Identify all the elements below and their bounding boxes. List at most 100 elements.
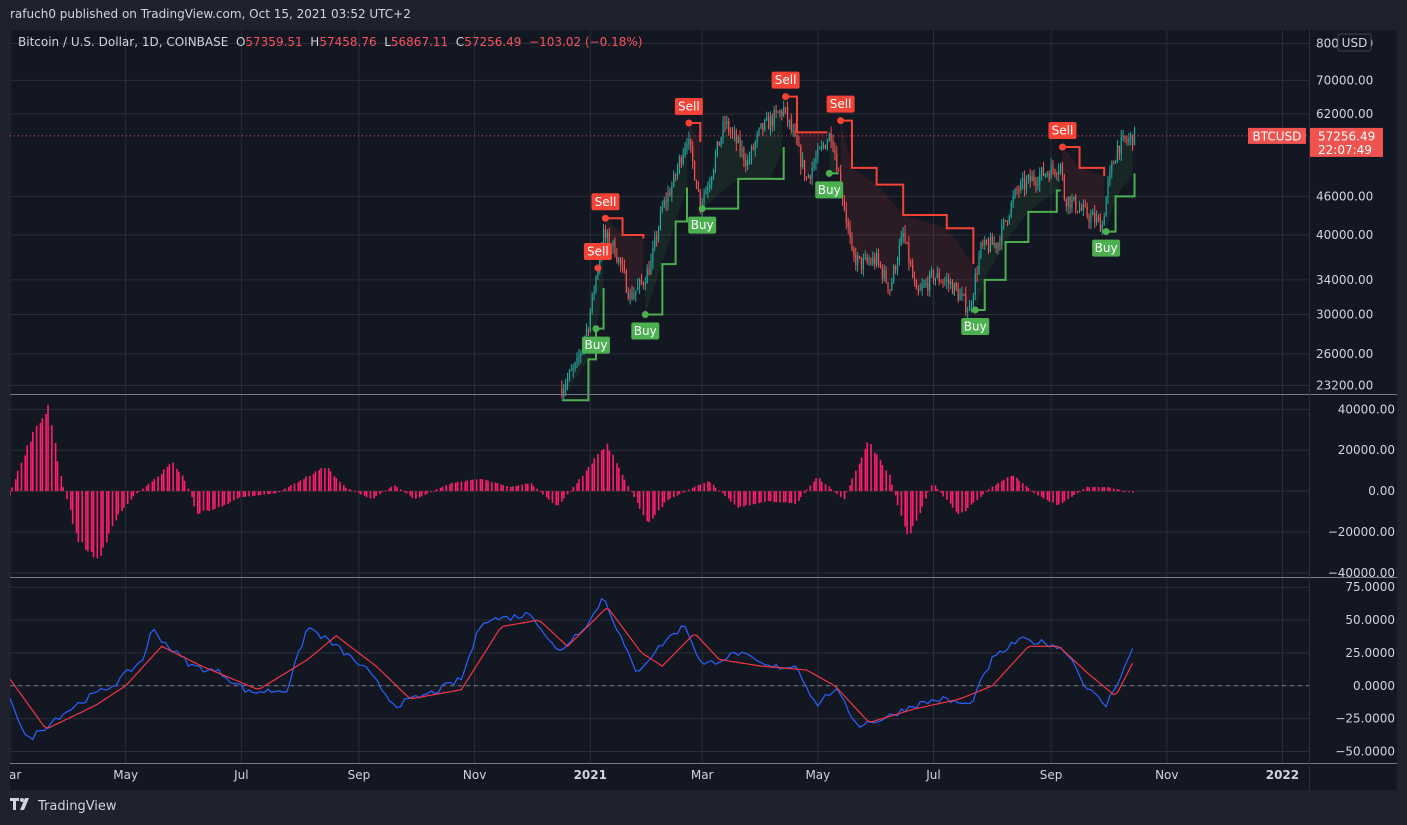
histogram-bar[interactable] xyxy=(490,481,493,492)
histogram-bar[interactable] xyxy=(581,475,584,492)
histogram-bar[interactable] xyxy=(936,488,939,492)
histogram-bar[interactable] xyxy=(511,486,514,492)
candle-body[interactable] xyxy=(978,256,980,274)
candle-body[interactable] xyxy=(925,282,927,285)
histogram-bar[interactable] xyxy=(327,468,330,492)
histogram-bar[interactable] xyxy=(930,485,933,492)
histogram-bar[interactable] xyxy=(212,491,214,511)
histogram-bar[interactable] xyxy=(561,491,563,502)
candle-body[interactable] xyxy=(775,110,777,112)
histogram-bar[interactable] xyxy=(288,486,290,492)
candle-body[interactable] xyxy=(676,167,679,176)
histogram-bar[interactable] xyxy=(566,491,569,495)
histogram-bar[interactable] xyxy=(966,491,969,508)
histogram-bar[interactable] xyxy=(1027,488,1030,492)
candle-body[interactable] xyxy=(612,240,614,248)
histogram-bar[interactable] xyxy=(1073,491,1075,496)
histogram-bar[interactable] xyxy=(420,491,423,497)
histogram-bar[interactable] xyxy=(921,491,924,507)
candle-body[interactable] xyxy=(640,279,643,283)
histogram-bar[interactable] xyxy=(758,491,760,504)
candle-body[interactable] xyxy=(1084,204,1086,207)
histogram-bar[interactable] xyxy=(1109,487,1111,492)
histogram-bar[interactable] xyxy=(274,491,277,494)
histogram-bar[interactable] xyxy=(682,491,685,493)
histogram-bar[interactable] xyxy=(1078,490,1081,492)
candle-body[interactable] xyxy=(1054,169,1056,174)
histogram-bar[interactable] xyxy=(618,467,620,492)
histogram-bar[interactable] xyxy=(142,488,144,492)
histogram-bar[interactable] xyxy=(121,491,123,512)
candle-body[interactable] xyxy=(682,154,684,164)
candle-body[interactable] xyxy=(781,110,783,116)
histogram-bar[interactable] xyxy=(460,481,463,492)
histogram-bar[interactable] xyxy=(384,490,387,492)
candle-body[interactable] xyxy=(1073,196,1075,200)
histogram-bar[interactable] xyxy=(602,448,605,492)
candle-body[interactable] xyxy=(999,243,1001,245)
histogram-bar[interactable] xyxy=(517,485,520,492)
histogram-bar[interactable] xyxy=(1033,491,1035,494)
histogram-bar[interactable] xyxy=(472,479,474,492)
candle-body[interactable] xyxy=(836,153,838,171)
histogram-bar[interactable] xyxy=(388,488,391,492)
histogram-bar[interactable] xyxy=(794,491,796,504)
histogram-bar[interactable] xyxy=(1048,491,1051,502)
histogram-bar[interactable] xyxy=(697,485,700,492)
candle-body[interactable] xyxy=(809,175,811,179)
buy-badge[interactable] xyxy=(631,322,660,340)
candle-body[interactable] xyxy=(1120,136,1122,155)
candle-body[interactable] xyxy=(724,122,726,125)
candle-body[interactable] xyxy=(661,206,663,211)
candle-body[interactable] xyxy=(965,294,967,313)
candle-body[interactable] xyxy=(847,221,849,228)
candle-body[interactable] xyxy=(1109,170,1111,181)
histogram-bar[interactable] xyxy=(585,470,588,492)
sell-badge[interactable] xyxy=(591,193,620,211)
histogram-bar[interactable] xyxy=(1010,475,1013,492)
histogram-bar[interactable] xyxy=(894,491,897,496)
candle-body[interactable] xyxy=(811,167,813,179)
histogram-bar[interactable] xyxy=(1067,491,1070,499)
candle-body[interactable] xyxy=(840,170,842,190)
histogram-bar[interactable] xyxy=(138,490,140,492)
histogram-bar[interactable] xyxy=(1101,487,1104,492)
histogram-bar[interactable] xyxy=(946,491,948,500)
candle-body[interactable] xyxy=(1094,212,1096,223)
candle-body[interactable] xyxy=(870,261,872,264)
candle-body[interactable] xyxy=(606,232,608,238)
buy-badge[interactable] xyxy=(815,181,844,199)
candle-body[interactable] xyxy=(883,269,885,279)
histogram-bar[interactable] xyxy=(193,491,195,507)
histogram-bar[interactable] xyxy=(728,491,730,499)
sell-signal-label[interactable]: Sell xyxy=(826,95,855,113)
time-axis[interactable]: Mar May Jul Sep Nov 2021 Mar May Jul Sep Nov 2022 xyxy=(10,768,1299,782)
histogram-bar[interactable] xyxy=(1112,488,1115,492)
candle-body[interactable] xyxy=(766,117,768,120)
histogram-bar[interactable] xyxy=(178,471,180,492)
histogram-bar[interactable] xyxy=(991,486,994,492)
candle-body[interactable] xyxy=(921,286,923,289)
candle-body[interactable] xyxy=(1022,178,1024,182)
candle-body[interactable] xyxy=(826,141,828,149)
candle-body[interactable] xyxy=(580,352,582,357)
histogram-bar[interactable] xyxy=(676,491,679,496)
histogram-bar[interactable] xyxy=(866,442,869,492)
histogram-bar[interactable] xyxy=(502,485,504,492)
candle-body[interactable] xyxy=(1010,202,1012,217)
histogram-bar[interactable] xyxy=(743,491,745,507)
candle-body[interactable] xyxy=(650,261,652,275)
candle-body[interactable] xyxy=(1078,208,1081,213)
histogram-bar[interactable] xyxy=(263,491,266,495)
candle-body[interactable] xyxy=(656,236,658,240)
histogram-bar[interactable] xyxy=(464,481,467,492)
candle-body[interactable] xyxy=(669,192,671,196)
candle-body[interactable] xyxy=(1101,224,1103,232)
histogram-bar[interactable] xyxy=(783,491,785,503)
candle-body[interactable] xyxy=(665,200,667,203)
histogram-bar[interactable] xyxy=(126,491,129,504)
histogram-bar[interactable] xyxy=(919,491,922,514)
candle-body[interactable] xyxy=(760,123,762,129)
candle-body[interactable] xyxy=(953,283,955,295)
histogram-bar[interactable] xyxy=(1001,480,1003,492)
